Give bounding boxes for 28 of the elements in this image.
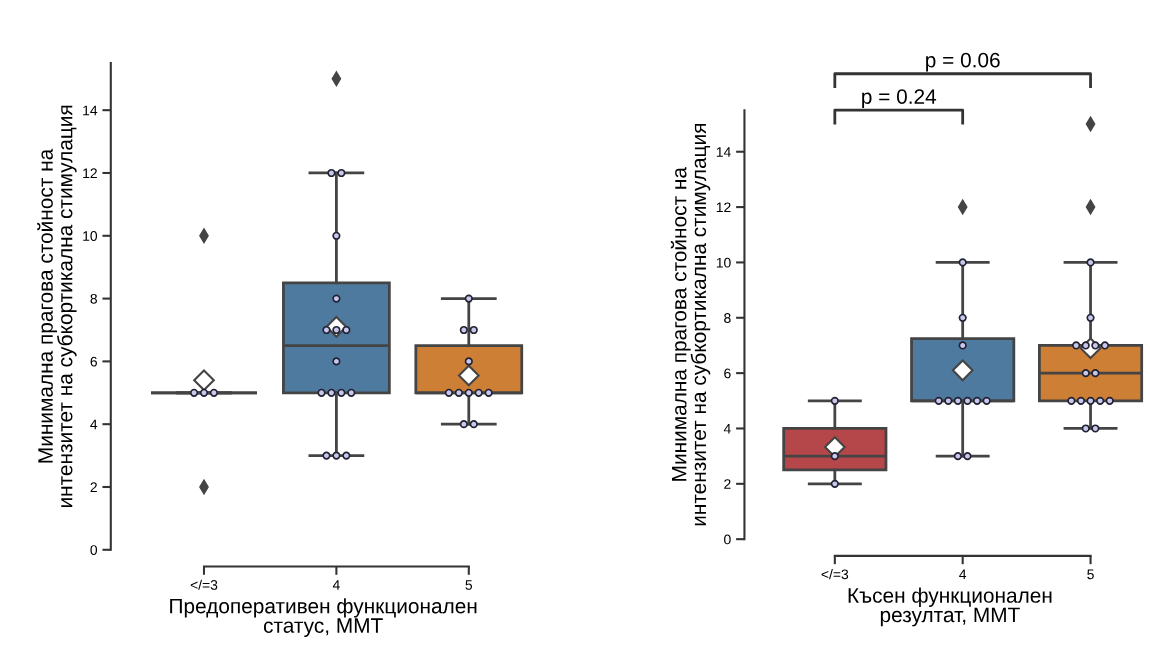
y-tick-label: 8 (90, 293, 97, 304)
x-tick-label: 5 (465, 580, 473, 590)
x-tick-label: 4 (959, 569, 967, 580)
y-axis-title: Минимална прагова стойност на интензитет на субкортикална стимулация (37, 105, 77, 508)
y-tick-label: 6 (90, 356, 97, 367)
x-tick-label: 4 (332, 580, 340, 590)
y-tick-label: 10 (716, 257, 731, 268)
y-axis-title: Минимална прагова стойност на интензитет на субкортикална стимулация (670, 124, 711, 526)
text: p = 0.24 (862, 89, 937, 109)
y-tick-label: 12 (83, 168, 97, 179)
x-axis-title: Предоперативен функционален статус, ММТ (170, 598, 477, 637)
y-tick-label: 2 (724, 479, 731, 489)
y-tick-label: 2 (90, 482, 97, 493)
y-tick-label: 8 (724, 313, 731, 323)
y-tick-label: 4 (723, 423, 731, 434)
y-tick-label: 10 (83, 231, 98, 241)
y-tick-label: 14 (83, 105, 98, 116)
x-tick-label: 5 (1087, 569, 1094, 580)
y-tick-label: 12 (716, 202, 731, 213)
x-tick-label: </=3 (190, 579, 218, 590)
x-axis-title: Късен функционален резултат, ММТ (848, 587, 1052, 627)
x-tick-label: </=3 (821, 569, 849, 580)
y-tick-label: 0 (90, 545, 98, 555)
y-tick-label: 4 (90, 419, 98, 430)
y-tick-label: 6 (724, 368, 731, 379)
text: p = 0.06 (926, 52, 1000, 72)
y-tick-label: 14 (716, 147, 731, 157)
y-tick-label: 0 (724, 534, 731, 545)
